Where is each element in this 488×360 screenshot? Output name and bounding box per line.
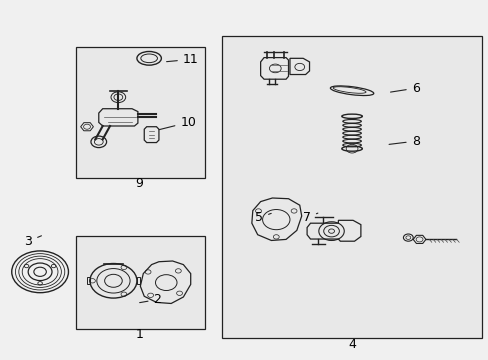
Bar <box>76 236 205 329</box>
Text: 11: 11 <box>166 53 198 66</box>
Text: 7: 7 <box>303 211 317 224</box>
Bar <box>222 36 481 338</box>
Text: 8: 8 <box>388 135 419 148</box>
Text: 6: 6 <box>390 82 419 95</box>
Text: 9: 9 <box>135 177 143 190</box>
Text: 1: 1 <box>135 328 143 341</box>
Text: 2: 2 <box>140 293 161 306</box>
Bar <box>76 47 205 178</box>
Text: 3: 3 <box>24 235 41 248</box>
Text: 5: 5 <box>255 211 271 224</box>
Text: 10: 10 <box>159 116 196 130</box>
Text: 4: 4 <box>347 338 355 351</box>
